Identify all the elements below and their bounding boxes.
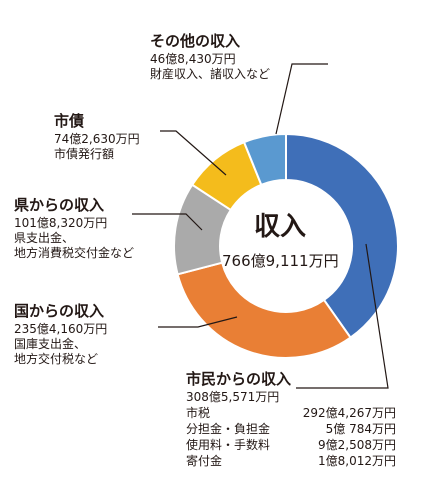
- breakdown-name: 寄付金: [186, 453, 223, 468]
- segment-name: 市債: [54, 112, 85, 130]
- segment-note: 市債発行額: [54, 146, 115, 161]
- chart-center-total: 766億9,111万円: [222, 252, 339, 270]
- label-prefecture-revenue: 県からの収入 101億8,320万円 県支出金、 地方消費税交付金など: [14, 196, 134, 261]
- chart-center-title: 収入: [253, 212, 306, 242]
- leader-line-other: [275, 63, 328, 135]
- breakdown-name: 使用料・手数料: [186, 437, 271, 452]
- segment-note: 財産収入、諸収入など: [150, 66, 271, 81]
- breakdown-name: 市税: [186, 405, 211, 420]
- donut-slice-other: [242, 132, 287, 187]
- breakdown-row: 使用料・手数料 9億2,508万円: [186, 437, 396, 453]
- donut-slice-national: [176, 261, 352, 359]
- label-municipal-bonds: 市債 74億2,630万円 市債発行額: [54, 112, 140, 162]
- segment-note: 国庫支出金、: [14, 336, 87, 351]
- breakdown-value: 292億4,267万円: [302, 405, 396, 420]
- leader-line-prefecture: [132, 213, 203, 231]
- donut-segments: [173, 132, 399, 359]
- breakdown-value: 9億2,508万円: [318, 437, 396, 452]
- leader-line-citizen: [296, 243, 389, 389]
- label-national-revenue: 国からの収入 235億4,160万円 国庫支出金、 地方交付税など: [14, 302, 107, 367]
- leader-lines: [132, 63, 389, 389]
- segment-value: 235億4,160万円: [14, 321, 108, 336]
- label-citizen-revenue: 市民からの収入 308億5,571万円 市税 292億4,267万円 分担金・負…: [186, 370, 396, 469]
- leader-line-bonds: [160, 130, 227, 176]
- breakdown-name: 分担金・負担金: [186, 421, 271, 436]
- segment-value: 308億5,571万円: [186, 389, 280, 404]
- breakdown-row: 市税 292億4,267万円: [186, 405, 396, 421]
- breakdown-value: 1億8,012万円: [318, 453, 396, 468]
- donut-slice-citizen: [285, 132, 399, 339]
- leader-line-national: [158, 316, 238, 328]
- breakdown-row: 寄付金 1億8,012万円: [186, 453, 396, 469]
- segment-name: 国からの収入: [14, 302, 105, 320]
- breakdown-row: 分担金・負担金 5億 784万円: [186, 421, 396, 437]
- segment-name: 市民からの収入: [186, 370, 292, 388]
- segment-name: 県からの収入: [14, 196, 105, 214]
- segment-note: 地方消費税交付金など: [14, 245, 135, 260]
- segment-value: 46億8,430万円: [150, 51, 236, 66]
- segment-value: 74億2,630万円: [54, 131, 140, 146]
- label-other-revenue: その他の収入 46億8,430万円 財産収入、諸収入など: [150, 32, 270, 82]
- segment-value: 101億8,320万円: [14, 215, 108, 230]
- breakdown-value: 5億 784万円: [325, 421, 396, 436]
- segment-note: 県支出金、: [14, 230, 75, 245]
- segment-name: その他の収入: [150, 32, 241, 50]
- segment-note: 地方交付税など: [14, 351, 99, 366]
